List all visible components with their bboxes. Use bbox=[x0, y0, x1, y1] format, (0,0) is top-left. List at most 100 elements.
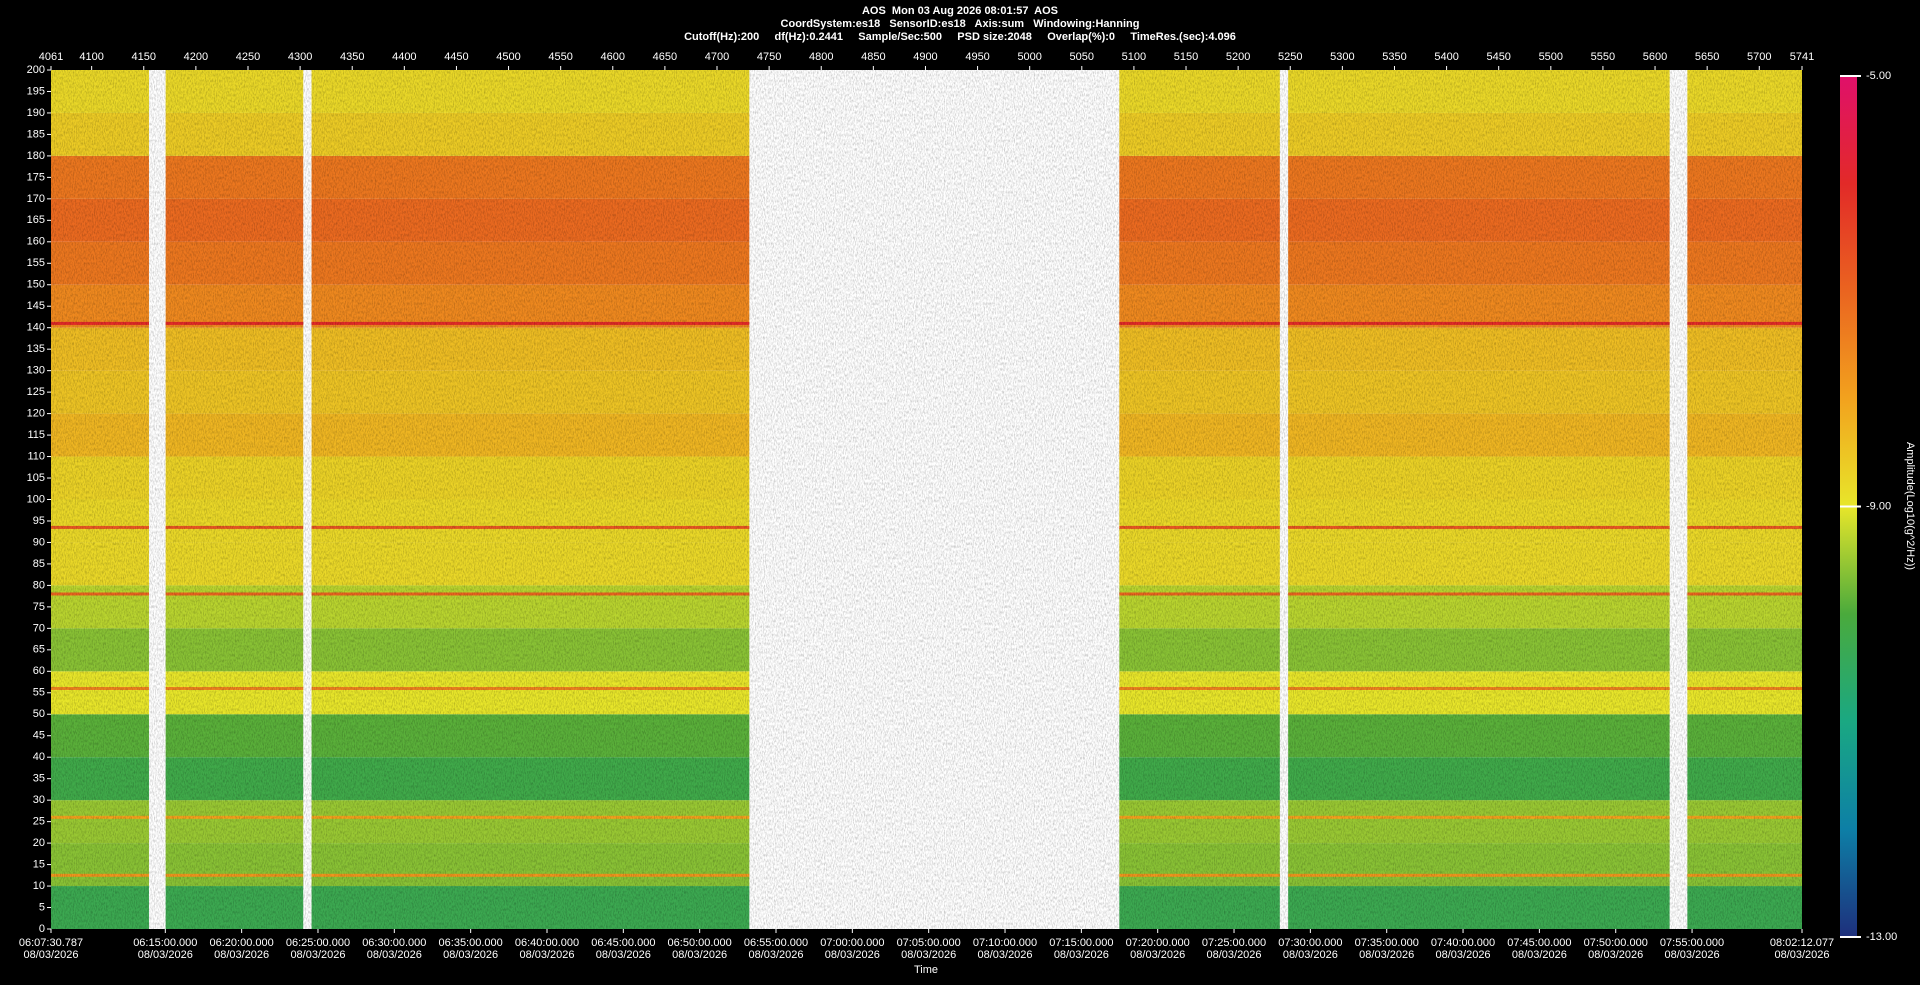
spectrogram-cell bbox=[51, 757, 149, 801]
x-bottom-tick-label: 07:20:00.000 bbox=[1126, 937, 1190, 949]
y-tick-label: 145 bbox=[27, 300, 45, 312]
x-bottom-tick-date: 08/03/2026 bbox=[214, 949, 269, 961]
y-tick-label: 140 bbox=[27, 322, 45, 334]
x-bottom-tick-date: 08/03/2026 bbox=[1512, 949, 1567, 961]
spectrogram-cell bbox=[1119, 714, 1280, 758]
spectrogram-cell bbox=[51, 198, 149, 242]
x-top-tick-label: 4650 bbox=[653, 51, 677, 63]
spectrogram-cell bbox=[51, 542, 149, 586]
spectral-line bbox=[1119, 686, 1280, 690]
y-tick-label: 165 bbox=[27, 214, 45, 226]
x-top-tick-label: 5500 bbox=[1539, 51, 1563, 63]
x-top-tick-label: 4400 bbox=[392, 51, 416, 63]
spectral-line bbox=[1687, 592, 1802, 596]
spectral-line bbox=[311, 592, 750, 596]
spectrogram-cell bbox=[165, 456, 304, 500]
spectrogram-cell bbox=[1288, 800, 1670, 844]
spectrogram-cell bbox=[51, 843, 149, 887]
spectrogram-cell bbox=[1687, 542, 1802, 586]
y-tick-label: 30 bbox=[33, 794, 45, 806]
y-tick-label: 15 bbox=[33, 858, 45, 870]
spectrogram-cell bbox=[1687, 843, 1802, 887]
x-top-tick-label: 4500 bbox=[496, 51, 520, 63]
spectrogram-cell bbox=[165, 714, 304, 758]
x-bottom-tick-date: 08/03/2026 bbox=[1588, 949, 1643, 961]
spectrogram-cell bbox=[1119, 542, 1280, 586]
x-top-tick-label: 4350 bbox=[340, 51, 364, 63]
spectral-line bbox=[311, 686, 750, 690]
spectrogram-cell bbox=[311, 628, 750, 672]
x-top-tick-label: 5741 bbox=[1790, 51, 1814, 63]
spectral-line bbox=[165, 686, 304, 690]
x-bottom-tick-date: 08/03/2026 bbox=[1130, 949, 1185, 961]
spectrogram-cell bbox=[1119, 370, 1280, 414]
y-tick-label: 35 bbox=[33, 773, 45, 785]
x-top-tick-label: 4700 bbox=[705, 51, 729, 63]
spectral-line bbox=[51, 873, 149, 877]
spectrogram-cell bbox=[165, 671, 304, 715]
spectrogram-cell bbox=[1288, 671, 1670, 715]
spectrogram-cell bbox=[51, 628, 149, 672]
spectral-line bbox=[1119, 873, 1280, 877]
x-bottom-tick-label: 06:25:00.000 bbox=[286, 937, 350, 949]
y-tick-label: 200 bbox=[27, 64, 45, 76]
x-top-tick-label: 5700 bbox=[1747, 51, 1771, 63]
spectrogram-cell bbox=[165, 628, 304, 672]
spectrogram-cell bbox=[311, 499, 750, 543]
x-bottom-tick-label: 07:30:00.000 bbox=[1278, 937, 1342, 949]
spectral-line bbox=[51, 321, 149, 325]
spectrogram-cell bbox=[1687, 456, 1802, 500]
spectral-line bbox=[1119, 815, 1280, 819]
x-bottom-tick-label: 06:55:00.000 bbox=[744, 937, 808, 949]
spectrogram-cell bbox=[165, 327, 304, 371]
y-tick-label: 135 bbox=[27, 343, 45, 355]
y-tick-label: 180 bbox=[27, 150, 45, 162]
spectrogram-cell bbox=[311, 327, 750, 371]
spectral-line bbox=[1119, 525, 1280, 529]
x-bottom-tick-label: 06:15:00.000 bbox=[133, 937, 197, 949]
spectrogram-cell bbox=[51, 155, 149, 199]
x-bottom-tick-label: 06:30:00.000 bbox=[362, 937, 426, 949]
x-top-tick-label: 4300 bbox=[288, 51, 312, 63]
spectrogram-cell bbox=[1119, 413, 1280, 457]
spectrogram-cell bbox=[1687, 413, 1802, 457]
spectral-line bbox=[1288, 815, 1670, 819]
x-bottom-tick-label: 06:07:30.787 bbox=[19, 937, 83, 949]
spectrogram-cell bbox=[51, 800, 149, 844]
spectral-line bbox=[165, 525, 304, 529]
y-tick-label: 5 bbox=[39, 901, 45, 913]
spectrogram-cell bbox=[51, 499, 149, 543]
spectrogram-cell bbox=[311, 284, 750, 328]
spectrogram-cell bbox=[1687, 284, 1802, 328]
x-top-tick-label: 4950 bbox=[965, 51, 989, 63]
spectrogram-cell bbox=[1119, 757, 1280, 801]
spectral-line bbox=[1288, 525, 1670, 529]
x-bottom-tick-date: 08/03/2026 bbox=[672, 949, 727, 961]
spectrogram-cell bbox=[1687, 628, 1802, 672]
spectrogram-cell bbox=[1288, 70, 1670, 113]
x-top-tick-label: 4250 bbox=[236, 51, 260, 63]
spectrogram-cell bbox=[311, 70, 750, 113]
y-tick-label: 65 bbox=[33, 644, 45, 656]
x-top-tick-label: 4750 bbox=[757, 51, 781, 63]
x-bottom-tick-label: 07:55:00.000 bbox=[1660, 937, 1724, 949]
spectral-line bbox=[165, 873, 304, 877]
spectrogram-cell bbox=[1687, 70, 1802, 113]
spectrogram-cell bbox=[51, 112, 149, 156]
x-top-tick-label: 4100 bbox=[79, 51, 103, 63]
spectrogram-cell bbox=[1119, 327, 1280, 371]
spectral-line bbox=[1687, 321, 1802, 325]
x-bottom-tick-date: 08/03/2026 bbox=[1283, 949, 1338, 961]
spectrogram-cell bbox=[1288, 198, 1670, 242]
x-bottom-tick-label: 07:10:00.000 bbox=[973, 937, 1037, 949]
x-top-tick-label: 4600 bbox=[601, 51, 625, 63]
x-bottom-tick-date: 08/03/2026 bbox=[825, 949, 880, 961]
spectrogram-cell bbox=[1687, 886, 1802, 929]
spectrogram-cell bbox=[311, 886, 750, 929]
spectrogram-cell bbox=[1288, 843, 1670, 887]
spectrogram-cell bbox=[165, 370, 304, 414]
colorbar-tick-label: -9.00 bbox=[1866, 500, 1891, 512]
colorbar-tick-label: -5.00 bbox=[1866, 70, 1891, 82]
y-tick-label: 105 bbox=[27, 472, 45, 484]
